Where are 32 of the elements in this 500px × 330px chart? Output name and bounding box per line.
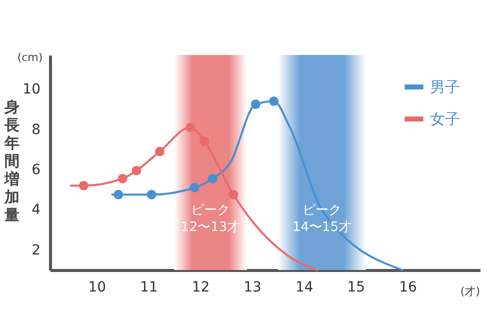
point xyxy=(118,174,128,184)
point xyxy=(269,96,279,106)
x-tick-label: 15 xyxy=(347,280,366,296)
point xyxy=(208,174,218,184)
y-tick-label: 8 xyxy=(32,122,40,138)
x-tick-label: 14 xyxy=(295,280,314,296)
legend-label: 女子 xyxy=(430,110,460,128)
y-tick-label: 4 xyxy=(32,202,41,218)
x-axis-title: (才) xyxy=(460,285,480,298)
point xyxy=(190,182,200,192)
x-tick-label: 13 xyxy=(244,280,262,296)
x-tick-label: 10 xyxy=(88,280,106,296)
band-label: ピーク 14〜15才 xyxy=(292,203,352,235)
x-tick-label: 12 xyxy=(192,280,210,296)
point xyxy=(78,180,88,190)
point xyxy=(146,190,156,200)
y-tick-label: 6 xyxy=(32,162,41,178)
y-tick-label: 10 xyxy=(22,82,40,98)
point xyxy=(200,136,210,146)
point xyxy=(228,190,238,200)
point xyxy=(132,166,142,176)
point xyxy=(114,190,124,200)
y-tick-label: 2 xyxy=(32,242,40,258)
band-label: ピーク 12〜13才 xyxy=(181,203,240,235)
text: (cm) xyxy=(17,51,43,64)
x-tick-label: 16 xyxy=(399,280,417,296)
y-axis-title: 身長年間増加量 xyxy=(4,98,20,224)
point xyxy=(155,146,165,156)
legend-label: 男子 xyxy=(430,78,460,96)
point xyxy=(250,99,260,109)
point xyxy=(186,122,196,132)
x-tick-label: 11 xyxy=(140,280,158,296)
